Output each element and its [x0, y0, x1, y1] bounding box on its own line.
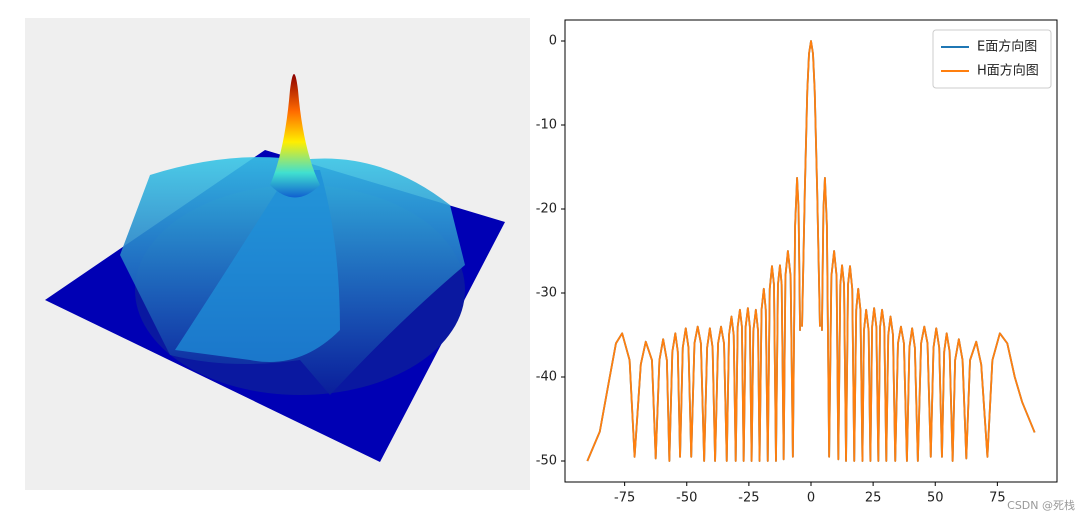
x-tick-label: -50: [676, 491, 697, 506]
y-tick-label: -30: [536, 286, 557, 301]
series-line: [586, 40, 1036, 462]
surface-ridge-front: [175, 170, 340, 362]
x-tick-label: -25: [738, 491, 759, 506]
surface-peak: [270, 74, 320, 198]
y-tick-label: -40: [536, 370, 557, 385]
y-tick-label: -50: [536, 454, 557, 469]
y-tick-label: -10: [536, 118, 557, 133]
surface-plot: [25, 18, 530, 490]
legend-box: [932, 29, 1052, 89]
series-line: [586, 40, 1036, 462]
legend-label: H面方向图: [977, 63, 1039, 79]
plot-frame: [564, 19, 1058, 483]
x-tick-label: 0: [807, 491, 815, 506]
watermark: CSDN @死栈: [1007, 498, 1075, 512]
x-tick-label: -75: [614, 491, 635, 506]
x-tick-label: 25: [865, 491, 882, 506]
x-tick-label: 50: [927, 491, 944, 506]
x-tick-label: 75: [989, 491, 1006, 506]
y-tick-label: 0: [549, 34, 557, 49]
legend-label: E面方向图: [977, 39, 1037, 55]
y-tick-label: -20: [536, 202, 557, 217]
legend: E面方向图 H面方向图: [932, 29, 1052, 89]
